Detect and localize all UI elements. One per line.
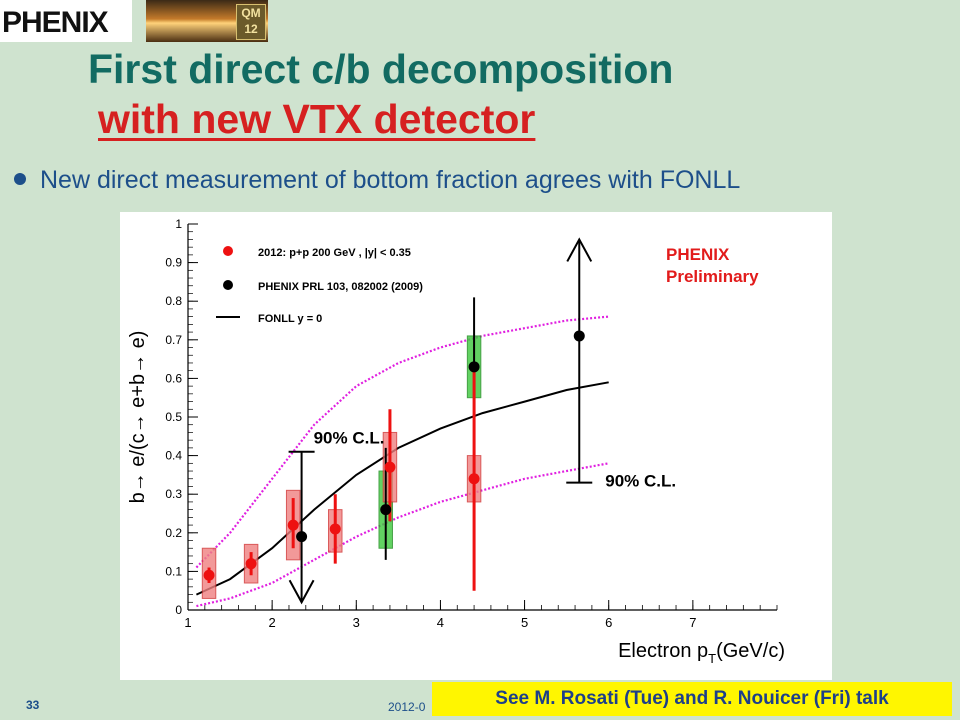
bottom-fraction-chart: 1 2 3 4 5 6 7 0 0.1 0.2 0.3 0.4 0.5 0.6 0.7 0.8 0.9 1 Elec…: [127, 217, 785, 666]
legend-label: PHENIX PRL 103, 082002 (2009): [258, 281, 423, 293]
slide-title: First direct c/b decomposition: [88, 46, 674, 92]
vtx-data-point: [468, 473, 480, 485]
talk-reference-box: See M. Rosati (Tue) and R. Nouicer (Fri)…: [432, 682, 952, 716]
y-tick-label: 0.3: [165, 487, 182, 501]
x-tick-label: 4: [437, 615, 444, 630]
x-axis-label: Electron pT(GeV/c): [618, 640, 785, 666]
prl-data-point: [468, 361, 480, 373]
x-tick-label: 2: [269, 615, 276, 630]
y-tick-label: 0.9: [165, 256, 182, 270]
vtx-data-point: [203, 569, 215, 581]
vtx-data-point: [245, 558, 257, 570]
phenix-logo: PHENIX: [0, 0, 132, 42]
slide-subtitle: with new VTX detector: [98, 96, 536, 142]
slide-number: 33: [26, 698, 40, 712]
y-tick-label: 0: [175, 603, 182, 617]
x-tick-label: 5: [521, 615, 528, 630]
y-tick-label: 0.6: [165, 371, 182, 385]
x-axis-label-part: T: [708, 651, 716, 666]
limit-label: 90% C.L.: [314, 429, 385, 448]
y-tick-label: 0.2: [165, 526, 182, 540]
plot-panel: 1 2 3 4 5 6 7 0 0.1 0.2 0.3 0.4 0.5 0.6 0.7 0.8 0.9 1 Elec…: [120, 212, 832, 680]
fonll-lower-band: [196, 462, 609, 608]
vtx-data-point: [287, 519, 299, 531]
y-tick-label: 0.5: [165, 410, 182, 424]
bullet-text: New direct measurement of bottom fractio…: [40, 166, 741, 194]
limit-label: 90% C.L.: [605, 472, 676, 491]
fonll-upper-band: [195, 315, 609, 569]
x-tick-label: 6: [605, 615, 612, 630]
legend-label: 2012: p+p 200 GeV , |y| < 0.35: [258, 247, 411, 259]
y-tick-label: 0.7: [165, 333, 182, 347]
y-tick-label: 0.8: [165, 294, 182, 308]
vtx-data-point: [384, 461, 396, 473]
legend-red-marker: [223, 246, 233, 256]
x-axis-label-part: (GeV/c): [716, 640, 785, 662]
vtx-data-point: [329, 523, 341, 535]
qm12-badge: QM 12: [236, 4, 266, 40]
legend-label: FONLL y = 0: [258, 313, 322, 325]
x-tick-label: 3: [353, 615, 360, 630]
limit-arrowhead: [566, 237, 593, 262]
preliminary-label-line1: PHENIX: [666, 245, 730, 264]
x-axis-label-part: Electron p: [618, 640, 708, 662]
y-tick-label: 0.4: [165, 449, 182, 463]
x-tick-label: 7: [689, 615, 696, 630]
y-axis-label: b→ e/(c→ e+b→ e): [127, 331, 149, 504]
bullet-point: New direct measurement of bottom fractio…: [14, 166, 740, 195]
bullet-dot-icon: [14, 173, 26, 186]
preliminary-label-line2: Preliminary: [666, 267, 759, 286]
limit-arrowhead: [288, 579, 315, 605]
footer-date: 2012-0: [388, 700, 426, 714]
x-tick-label: 1: [184, 615, 191, 630]
legend-black-marker: [223, 280, 233, 290]
phenix-logo-text: PHENIX: [2, 6, 109, 39]
y-tick-label: 1: [175, 217, 182, 231]
y-tick-label: 0.1: [165, 564, 182, 578]
prl-data-point: [380, 504, 392, 516]
